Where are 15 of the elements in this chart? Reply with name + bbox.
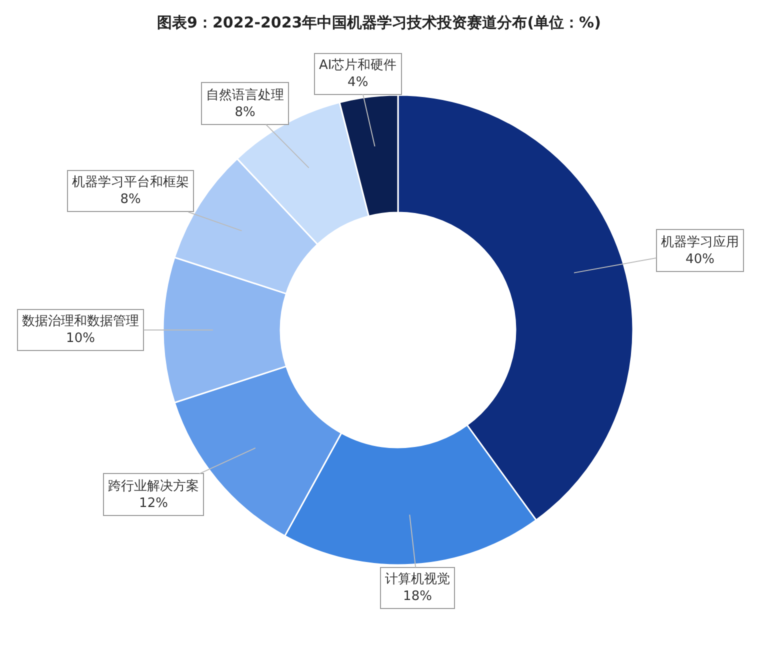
chart-title: 图表9：2022-2023年中国机器学习技术投资赛道分布(单位：%) (157, 13, 601, 32)
data-label: 8% (120, 192, 141, 207)
slice-label: 跨行业解决方案 (108, 478, 199, 494)
slice-label: 机器学习应用 (661, 234, 739, 250)
slice-label: 机器学习平台和框架 (72, 175, 189, 190)
data-label: 18% (403, 588, 432, 604)
data-label: 10% (66, 330, 95, 346)
slice-label: AI芯片和硬件 (319, 58, 397, 73)
data-label: 40% (686, 252, 714, 267)
slice-label: 数据治理和数据管理 (22, 314, 139, 329)
slice-label: 自然语言处理 (206, 87, 284, 103)
data-label: 12% (139, 496, 168, 511)
data-label: 4% (348, 74, 368, 90)
data-label: 8% (234, 104, 256, 120)
slice-label: 计算机视觉 (385, 572, 450, 587)
